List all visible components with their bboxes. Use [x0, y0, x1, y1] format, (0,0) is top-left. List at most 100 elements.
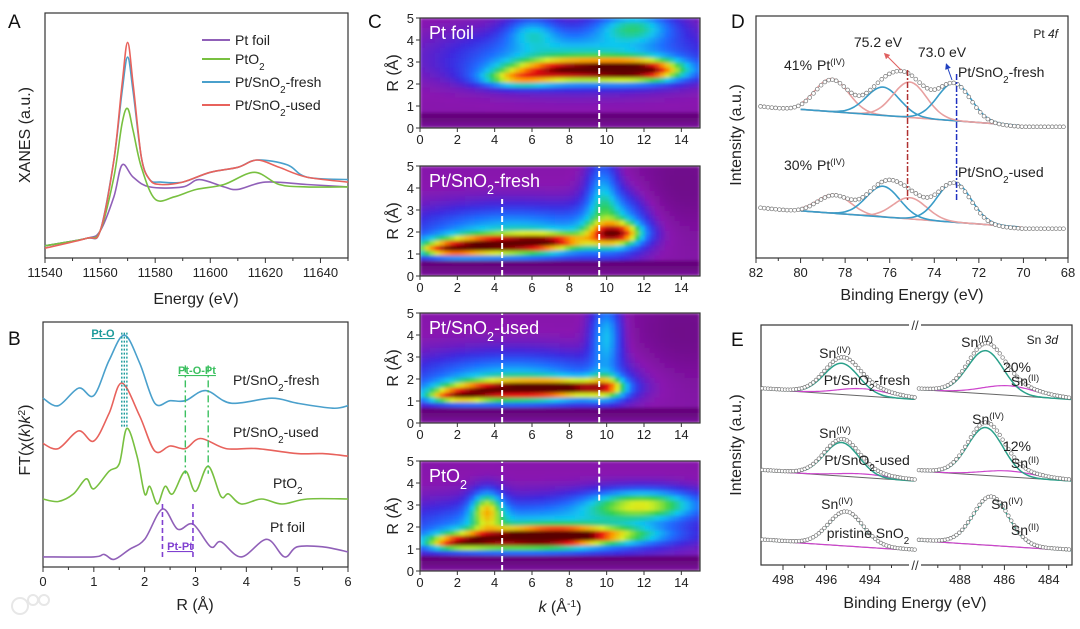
- heatmap-cell: [589, 37, 596, 44]
- heatmap-cell: [484, 47, 491, 54]
- heatmap-cell: [574, 407, 581, 414]
- heatmap-cell: [694, 352, 700, 359]
- heatmap-cell: [420, 485, 426, 492]
- heatmap-cell: [519, 166, 526, 172]
- heatmap-cell: [609, 322, 616, 329]
- heatmap-cell: [439, 200, 446, 207]
- heatmap-cell: [474, 545, 481, 552]
- x-tick-label: 11620: [248, 265, 283, 280]
- heatmap-cell: [559, 112, 566, 119]
- heatmap-cell: [589, 250, 596, 257]
- heatmap-cell: [424, 47, 431, 54]
- heatmap-cell: [524, 510, 531, 517]
- heatmap-cell: [424, 545, 431, 552]
- heatmap-cell: [519, 397, 526, 404]
- heatmap-cell: [420, 332, 426, 339]
- heatmap-cell: [529, 407, 536, 414]
- heatmap-cell: [669, 18, 676, 24]
- heatmap-cell: [459, 352, 466, 359]
- heatmap-cell: [554, 77, 561, 84]
- heatmap-cell: [669, 62, 676, 69]
- heatmap-cell: [579, 62, 586, 69]
- heatmap-cell: [629, 382, 636, 389]
- heatmap-cell: [464, 166, 471, 172]
- heatmap-cell: [604, 392, 611, 399]
- heatmap-cell: [439, 515, 446, 522]
- heatmap-cell: [599, 417, 606, 423]
- legend-label: Pt foil: [235, 32, 270, 48]
- heatmap-cell: [594, 210, 601, 217]
- heatmap-cell: [609, 495, 616, 502]
- heatmap-cell: [639, 313, 646, 319]
- heatmap-cell: [659, 102, 666, 109]
- heatmap-cell: [499, 550, 506, 557]
- heatmap-cell: [589, 230, 596, 237]
- heatmap-cell: [529, 500, 536, 507]
- heatmap-cell: [444, 352, 451, 359]
- heatmap-cell: [619, 117, 626, 124]
- heatmap-cell: [464, 27, 471, 34]
- heatmap-cell: [594, 500, 601, 507]
- heatmap-cell: [519, 402, 526, 409]
- heatmap-cell: [494, 47, 501, 54]
- heatmap-cell: [634, 67, 641, 74]
- heatmap-cell: [659, 205, 666, 212]
- heatmap-cell: [429, 77, 436, 84]
- heatmap-cell: [649, 530, 656, 537]
- heatmap-cell: [420, 112, 426, 119]
- heatmap-cell: [634, 480, 641, 487]
- heatmap-cell: [420, 525, 426, 532]
- heatmap-cell: [669, 57, 676, 64]
- heatmap-cell: [429, 215, 436, 222]
- heatmap-cell: [684, 417, 691, 423]
- heatmap-cell: [459, 240, 466, 247]
- heatmap-cell: [529, 495, 536, 502]
- y-tick-label: 1: [407, 394, 414, 409]
- heatmap-cell: [604, 367, 611, 374]
- heatmap-cell: [674, 545, 681, 552]
- heatmap-cell: [674, 240, 681, 247]
- heatmap-cell: [609, 317, 616, 324]
- heatmap-cell: [474, 530, 481, 537]
- heatmap-cell: [534, 357, 541, 364]
- heatmap-cell: [694, 357, 700, 364]
- heatmap-cell: [474, 525, 481, 532]
- heatmap-cell: [694, 240, 700, 247]
- heatmap-cell: [454, 317, 461, 324]
- heatmap-cell: [569, 520, 576, 527]
- heatmap-cell: [420, 515, 426, 522]
- heatmap-cell: [684, 62, 691, 69]
- heatmap-cell: [694, 530, 700, 537]
- heatmap-cell: [459, 337, 466, 344]
- heatmap-cell: [544, 367, 551, 374]
- heatmap-cell: [464, 122, 471, 128]
- heatmap-cell: [474, 235, 481, 242]
- heatmap-cell: [604, 77, 611, 84]
- heatmap-cell: [574, 210, 581, 217]
- heatmap-cell: [659, 72, 666, 79]
- heatmap-cell: [659, 461, 666, 467]
- heatmap-cell: [579, 530, 586, 537]
- y-tick-label: 0: [407, 121, 414, 136]
- heatmap-cell: [499, 57, 506, 64]
- heatmap-cell: [649, 166, 656, 172]
- heatmap-cell: [434, 250, 441, 257]
- heatmap-cell: [614, 347, 621, 354]
- heatmap-cell: [679, 87, 686, 94]
- heatmap-cell: [669, 357, 676, 364]
- heatmap-cell: [454, 220, 461, 227]
- heatmap-cell: [524, 67, 531, 74]
- heatmap-cell: [420, 185, 426, 192]
- heatmap-cell: [564, 175, 571, 182]
- heatmap-cell: [589, 170, 596, 177]
- heatmap-cell: [554, 357, 561, 364]
- heatmap-cell: [434, 180, 441, 187]
- heatmap-cell: [609, 102, 616, 109]
- heatmap-cell: [664, 265, 671, 272]
- heatmap-cell: [464, 245, 471, 252]
- heatmap-cell: [484, 352, 491, 359]
- heatmap-cell: [469, 372, 476, 379]
- heatmap-cell: [624, 461, 631, 467]
- heatmap-cell: [429, 377, 436, 384]
- heatmap-cell: [524, 342, 531, 349]
